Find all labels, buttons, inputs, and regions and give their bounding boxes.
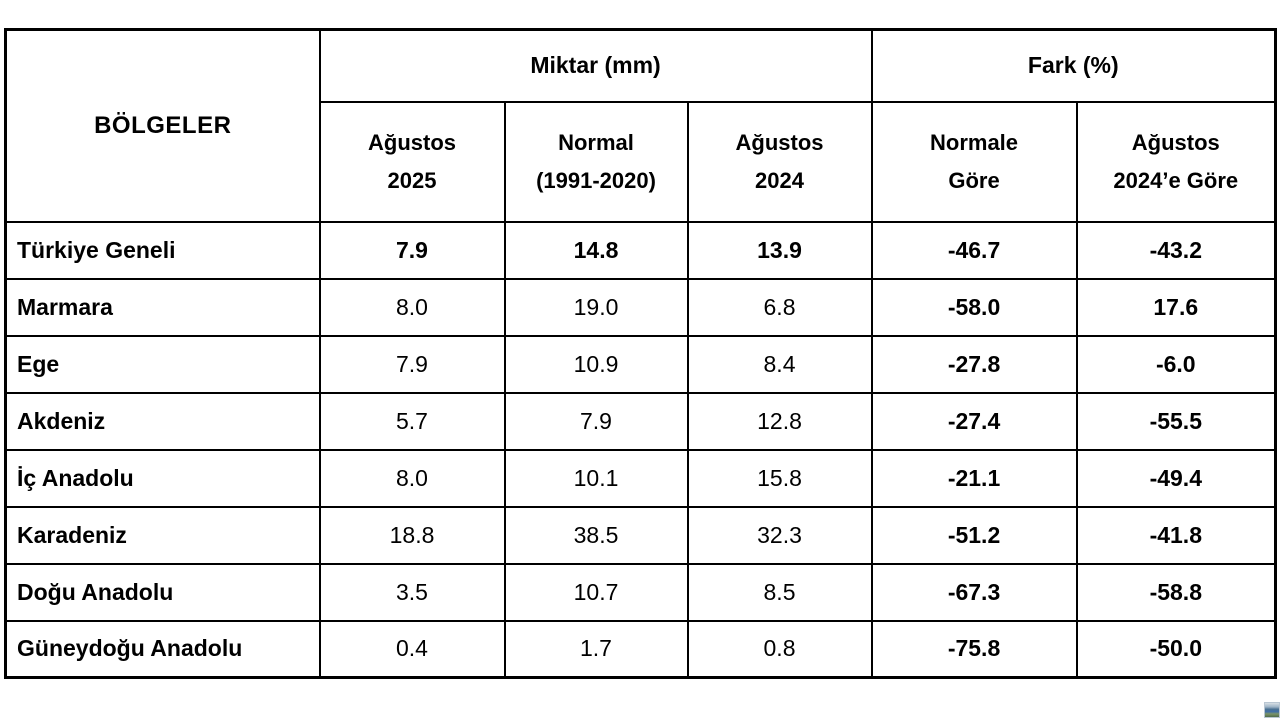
region-label: Güneydoğu Anadolu (4, 619, 321, 679)
value-cell: 17.6 (1075, 277, 1277, 337)
column-header-august-2025: Ağustos 2025 (318, 100, 506, 223)
column-header-vs-august-2024: Ağustos 2024’e Göre (1075, 100, 1277, 223)
region-label: İç Anadolu (4, 448, 321, 508)
precipitation-table-wrap: BÖLGELER Miktar (mm) Fark (%) Ağustos 20… (4, 28, 1278, 679)
column-group-difference: Fark (%) (870, 28, 1277, 103)
value-cell: 8.4 (686, 334, 873, 394)
column-header-normal-1991-2020: Normal (1991-2020) (503, 100, 689, 223)
value-cell: -46.7 (870, 220, 1078, 280)
value-cell: 19.0 (503, 277, 689, 337)
value-cell: -51.2 (870, 505, 1078, 565)
column-group-amount: Miktar (mm) (318, 28, 873, 103)
table-row: Ege 7.9 10.9 8.4 -27.8 -6.0 (4, 334, 1277, 394)
value-cell: -41.8 (1075, 505, 1277, 565)
value-cell: 3.5 (318, 562, 506, 622)
value-cell: -21.1 (870, 448, 1078, 508)
value-cell: 10.7 (503, 562, 689, 622)
value-cell: -58.0 (870, 277, 1078, 337)
value-cell: 1.7 (503, 619, 689, 679)
region-label: Doğu Anadolu (4, 562, 321, 622)
value-cell: 14.8 (503, 220, 689, 280)
corner-thumbnail-icon (1264, 702, 1280, 718)
region-label: Ege (4, 334, 321, 394)
value-cell: 0.4 (318, 619, 506, 679)
sub-header-row: Ağustos 2025 Normal (1991-2020) Ağustos … (6, 100, 1277, 223)
table-body: Türkiye Geneli 7.9 14.8 13.9 -46.7 -43.2 Marma… (4, 220, 1277, 679)
group-header-row: BÖLGELER Miktar (mm) Fark (%) (4, 28, 1277, 223)
table-row: Karadeniz 18.8 38.5 32.3 -51.2 -41.8 (4, 505, 1277, 565)
column-header-vs-normal: Normale Göre (870, 100, 1078, 223)
value-cell: -55.5 (1075, 391, 1277, 451)
value-cell: 12.8 (686, 391, 873, 451)
value-cell: 15.8 (686, 448, 873, 508)
value-cell: 8.5 (686, 562, 873, 622)
value-cell: 7.9 (503, 391, 689, 451)
value-cell: 7.9 (318, 334, 506, 394)
value-cell: -49.4 (1075, 448, 1277, 508)
value-cell: 38.5 (503, 505, 689, 565)
value-cell: 18.8 (318, 505, 506, 565)
region-label: Marmara (4, 277, 321, 337)
table-row: Akdeniz 5.7 7.9 12.8 -27.4 -55.5 (4, 391, 1277, 451)
value-cell: 10.1 (503, 448, 689, 508)
value-cell: 7.9 (318, 220, 506, 280)
table-row: Doğu Anadolu 3.5 10.7 8.5 -67.3 -58.8 (4, 562, 1277, 622)
value-cell: 10.9 (503, 334, 689, 394)
region-label: Karadeniz (4, 505, 321, 565)
value-cell: 0.8 (686, 619, 873, 679)
value-cell: -6.0 (1075, 334, 1277, 394)
value-cell: -58.8 (1075, 562, 1277, 622)
value-cell: 8.0 (318, 277, 506, 337)
value-cell: 13.9 (686, 220, 873, 280)
value-cell: -27.8 (870, 334, 1078, 394)
value-cell: -43.2 (1075, 220, 1277, 280)
table-row: Güneydoğu Anadolu 0.4 1.7 0.8 -75.8 -50.0 (4, 619, 1277, 679)
value-cell: -67.3 (870, 562, 1078, 622)
table-row: Marmara 8.0 19.0 6.8 -58.0 17.6 (4, 277, 1277, 337)
value-cell: 6.8 (686, 277, 873, 337)
column-header-august-2024: Ağustos 2024 (686, 100, 873, 223)
precipitation-table: BÖLGELER Miktar (mm) Fark (%) Ağustos 20… (4, 28, 1278, 679)
value-cell: 32.3 (686, 505, 873, 565)
value-cell: 5.7 (318, 391, 506, 451)
region-label: Akdeniz (4, 391, 321, 451)
value-cell: 8.0 (318, 448, 506, 508)
region-label: Türkiye Geneli (4, 220, 321, 280)
value-cell: -27.4 (870, 391, 1078, 451)
table-row: İç Anadolu 8.0 10.1 15.8 -21.1 -49.4 (4, 448, 1277, 508)
value-cell: -75.8 (870, 619, 1078, 679)
value-cell: -50.0 (1075, 619, 1277, 679)
table-row: Türkiye Geneli 7.9 14.8 13.9 -46.7 -43.2 (4, 220, 1277, 280)
column-header-regions: BÖLGELER (4, 28, 321, 223)
